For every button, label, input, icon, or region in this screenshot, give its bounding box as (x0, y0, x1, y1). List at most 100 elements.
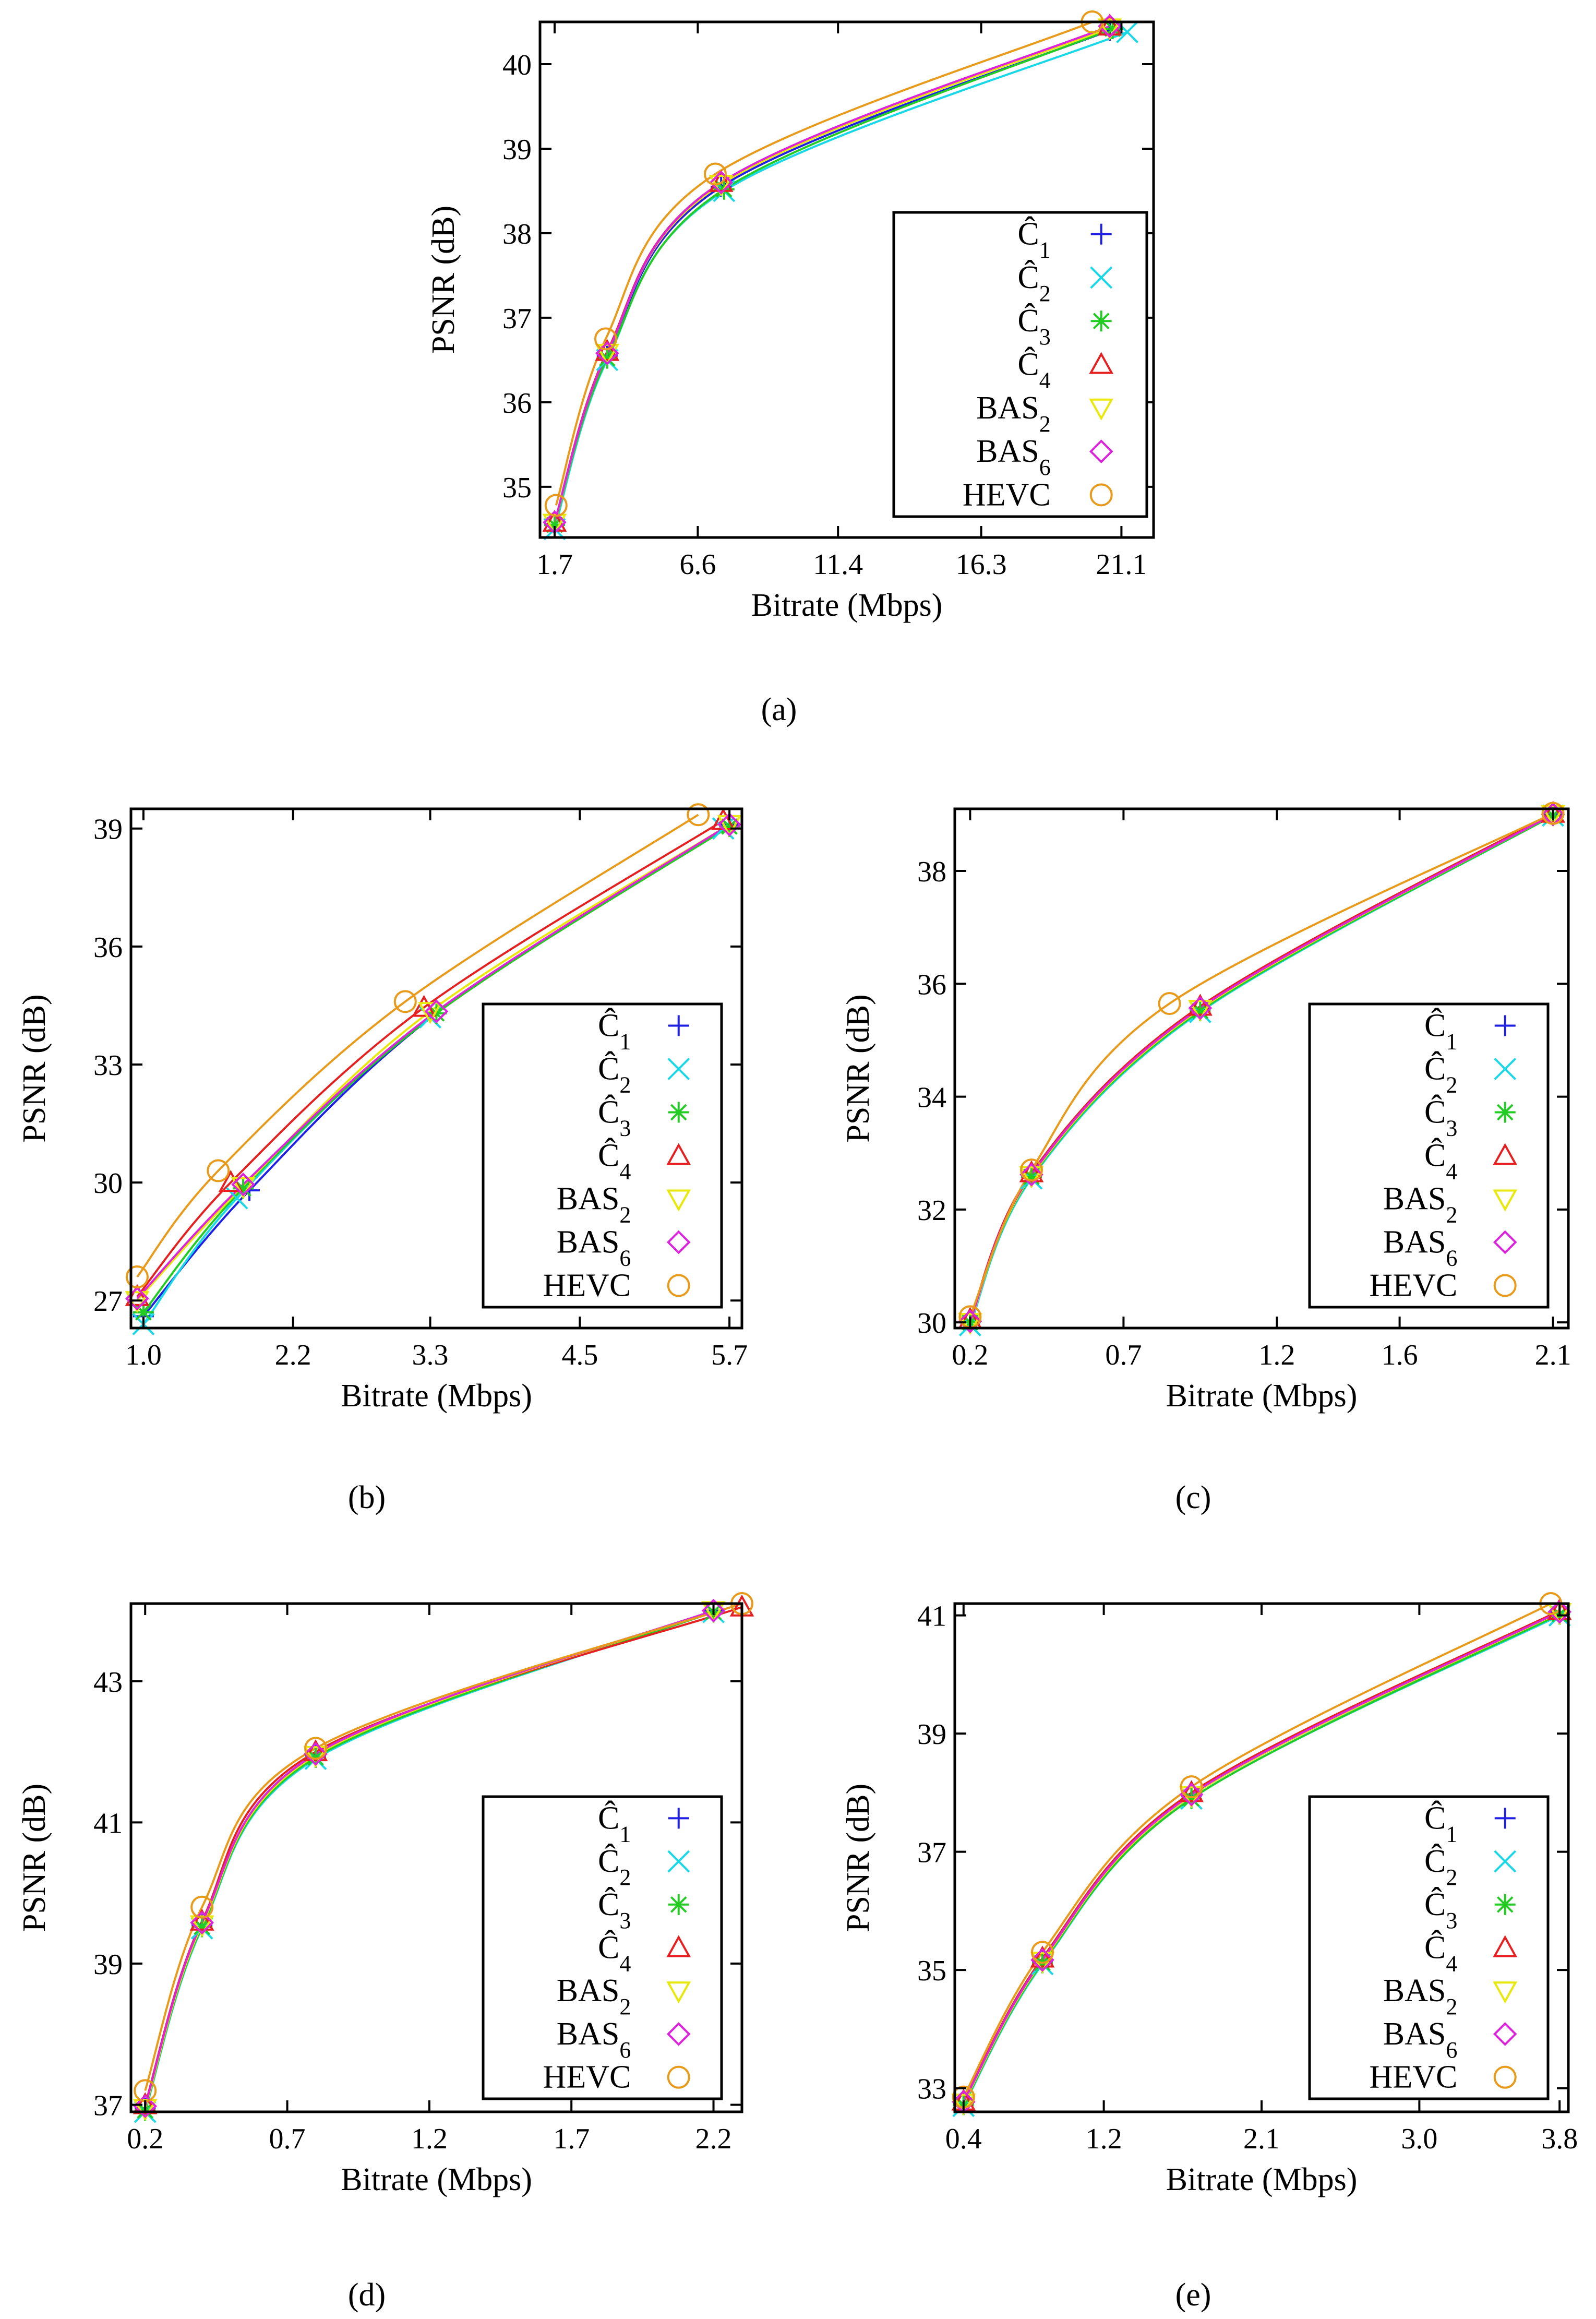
data-point-s3-p2 (1188, 994, 1213, 1016)
legend-label: BAS6 (1383, 2016, 1458, 2063)
legend-label: Ĉ3 (598, 1095, 631, 1141)
legend-label: BAS6 (557, 2016, 631, 2063)
legend-label: BAS6 (1383, 1225, 1458, 1271)
data-point-s3-p3 (1541, 800, 1565, 823)
data-point-s6-p2 (1180, 1775, 1203, 1799)
x-tick-label: 1.6 (1382, 1339, 1418, 1371)
data-point-s4-p1 (231, 1177, 256, 1199)
legend-box (482, 1795, 723, 2100)
x-axis-label: Bitrate (Mbps) (1166, 2162, 1358, 2197)
data-point-s6-p3 (687, 803, 710, 827)
data-point-s5-p3 (717, 812, 741, 836)
data-point-s4-p1 (1019, 1166, 1044, 1189)
legend-label: Ĉ2 (1424, 1051, 1457, 1098)
data-point-s6-p1 (190, 1895, 214, 1919)
legend-label: Ĉ1 (1017, 217, 1050, 263)
legend-marker-plus (668, 1015, 689, 1036)
data-point-s3-p2 (709, 170, 734, 192)
y-tick-label: 34 (917, 1082, 946, 1114)
legend-marker-plus (668, 1808, 689, 1829)
legend-marker-plus (1090, 223, 1112, 245)
x-tick-label: 5.7 (711, 1339, 748, 1371)
subfigure-caption: (b) (348, 1480, 386, 1515)
y-tick-label: 39 (502, 134, 532, 166)
legend-label: HEVC (543, 1268, 631, 1304)
y-tick-label: 37 (502, 303, 532, 335)
legend-marker-triangle-down (1493, 1189, 1518, 1212)
x-tick-label: 3.0 (1401, 2123, 1437, 2155)
legend-marker-circle (1089, 483, 1113, 507)
legend-marker-star (1494, 1102, 1516, 1123)
legend-marker-triangle-up (1493, 1935, 1518, 1957)
y-tick-label: 37 (917, 1837, 946, 1869)
x-tick-label: 0.7 (1105, 1339, 1142, 1371)
series-line-3 (136, 819, 724, 1297)
data-point-s5-p0 (958, 1309, 982, 1333)
data-point-s4-p0 (133, 2099, 158, 2121)
data-point-s5-p0 (133, 2094, 158, 2119)
subfigure-caption: (a) (761, 692, 797, 727)
data-point-s3-p2 (1179, 1780, 1204, 1802)
x-tick-label: 0.2 (952, 1339, 988, 1371)
legend-label: BAS2 (557, 1973, 631, 2019)
chart-d: 0.2 0.7 1.2 1.7 2.2 37 39 41 43 Bitrate (Mbps) PSN… (17, 1592, 754, 2313)
x-axis-label: Bitrate (Mbps) (341, 1378, 532, 1414)
series-line-2 (142, 826, 730, 1313)
y-tick-label: 39 (93, 1949, 123, 1981)
x-tick-label: 21.1 (1096, 548, 1147, 581)
legend-label: Ĉ4 (1424, 1930, 1457, 1977)
legend-marker-triangle-down (1493, 1981, 1518, 2004)
legend-label: Ĉ1 (598, 1008, 631, 1055)
legend-marker-cross (1494, 1850, 1517, 1873)
legend-label: Ĉ3 (1424, 1095, 1457, 1141)
legend-label: BAS2 (1383, 1181, 1458, 1228)
x-tick-label: 6.6 (679, 548, 716, 581)
legend-marker-plus (1494, 1808, 1516, 1829)
x-tick-label: 2.1 (1535, 1339, 1571, 1371)
y-tick-label: 33 (93, 1049, 123, 1082)
data-point-s5-p2 (424, 999, 449, 1024)
chart-b: 1.0 2.2 3.3 4.5 5.7 27 30 33 36 39 Bitrate (Mbps) P… (17, 803, 748, 1515)
y-tick-label: 41 (93, 1807, 123, 1839)
legend-label: HEVC (963, 477, 1051, 512)
legend-box (1308, 1002, 1550, 1309)
y-tick-label: 30 (917, 1307, 946, 1340)
y-tick-label: 33 (917, 2073, 946, 2106)
legend-marker-star (1090, 310, 1112, 332)
y-tick-label: 41 (917, 1600, 946, 1633)
legend-box (892, 211, 1148, 518)
x-tick-label: 2.2 (695, 2123, 732, 2155)
series-line-5 (554, 25, 1110, 523)
legend-marker-triangle-up (1493, 1143, 1518, 1165)
legend-label: Ĉ4 (1424, 1138, 1457, 1185)
data-point-s5-p1 (231, 1173, 255, 1197)
x-tick-label: 1.7 (553, 2123, 590, 2155)
x-tick-label: 3.3 (412, 1339, 449, 1371)
x-axis-label: Bitrate (Mbps) (1166, 1378, 1358, 1414)
x-tick-label: 1.2 (1258, 1339, 1295, 1371)
data-point-s5-p3 (1541, 802, 1565, 827)
plot-frame (538, 20, 1155, 539)
legend-marker-plus (1494, 1015, 1516, 1036)
legend-label: HEVC (1370, 1268, 1458, 1304)
y-tick-label: 32 (917, 1194, 946, 1227)
data-point-s4-p3 (1097, 18, 1122, 41)
data-point-s4-p2 (418, 1002, 442, 1024)
data-point-s3-p3 (1097, 13, 1122, 36)
legend-label: Ĉ3 (598, 1887, 631, 1933)
data-point-s6-p0 (544, 494, 568, 517)
y-tick-label: 38 (917, 856, 946, 888)
legend-marker-triangle-down (666, 1981, 691, 2004)
chart-a: 1.7 6.6 11.4 16.3 21.1 35 36 37 38 39 40 Bitrate (M… (426, 10, 1155, 727)
x-axis-label: Bitrate (Mbps) (341, 2162, 532, 2197)
data-point-s5-p2 (304, 1742, 328, 1766)
data-point-s6-p0 (125, 1265, 149, 1289)
legend-label: BAS6 (557, 1225, 631, 1271)
y-tick-label: 36 (502, 387, 532, 420)
legend-label: BAS2 (976, 390, 1051, 437)
y-tick-label: 30 (93, 1167, 123, 1200)
data-point-s6-p1 (207, 1159, 230, 1182)
legend-box (1308, 1795, 1550, 2100)
